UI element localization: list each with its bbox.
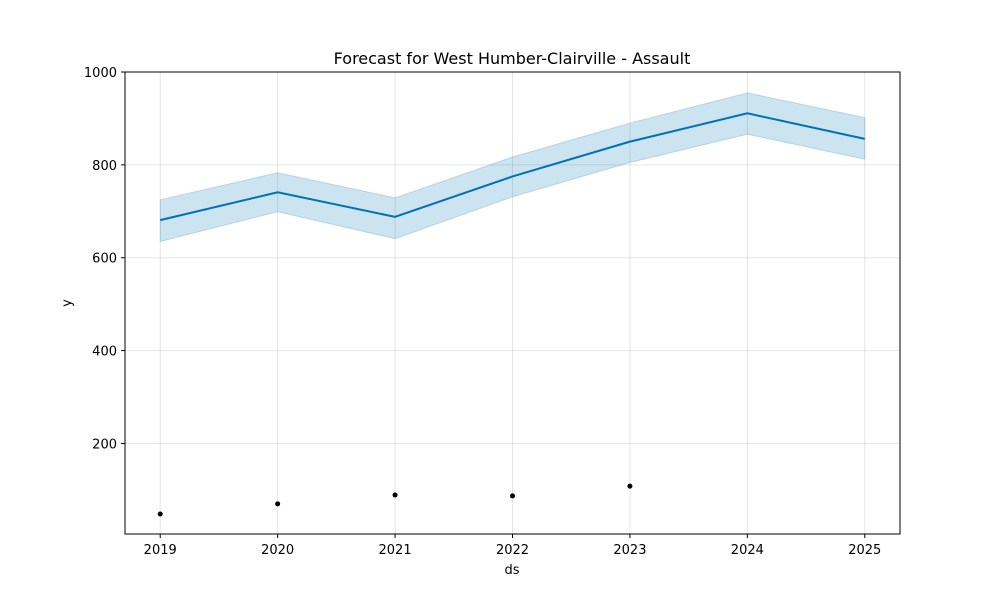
x-tick-label: 2023 xyxy=(613,543,646,558)
y-axis-label: y xyxy=(60,299,75,307)
x-axis-label: ds xyxy=(504,563,519,578)
observed-points-layer xyxy=(157,483,633,517)
y-tick-label: 200 xyxy=(92,437,117,452)
observed-point xyxy=(392,492,398,498)
forecast-line-layer xyxy=(159,112,865,222)
x-tick-label: 2022 xyxy=(496,543,529,558)
observed-point xyxy=(275,501,281,507)
observed-point xyxy=(627,483,633,489)
y-tick-label: 400 xyxy=(92,345,117,360)
chart-title: Forecast for West Humber-Clairville - As… xyxy=(334,49,691,68)
y-tick-label: 1000 xyxy=(84,66,117,81)
observed-point xyxy=(157,511,163,517)
x-axis-ticks: 2019 2020 2021 2022 2023 2024 2025 xyxy=(144,534,881,558)
y-tick-label: 800 xyxy=(92,159,117,174)
y-tick-label: 600 xyxy=(92,252,117,267)
x-tick-label: 2024 xyxy=(731,543,764,558)
x-tick-label: 2019 xyxy=(144,543,177,558)
observed-point xyxy=(510,493,515,499)
x-tick-label: 2025 xyxy=(848,543,881,558)
y-axis-ticks: 200 400 600 800 1000 xyxy=(84,66,125,452)
forecast-line xyxy=(159,112,865,222)
x-tick-label: 2021 xyxy=(379,543,412,558)
x-tick-label: 2020 xyxy=(261,543,294,558)
